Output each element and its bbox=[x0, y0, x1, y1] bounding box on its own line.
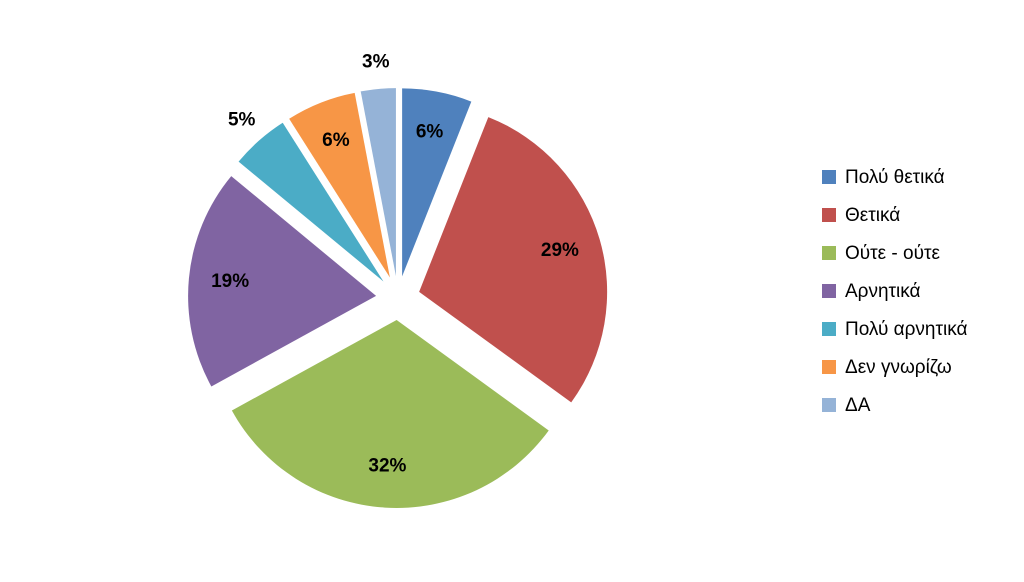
legend-swatch bbox=[822, 398, 836, 412]
legend-label: Αρνητικά bbox=[845, 281, 921, 302]
data-label: 3% bbox=[362, 52, 390, 73]
legend-label: Πολύ αρνητικά bbox=[845, 319, 967, 340]
legend-swatch bbox=[822, 208, 836, 222]
legend-swatch bbox=[822, 360, 836, 374]
legend-label: ΔΑ bbox=[845, 395, 871, 416]
data-label: 6% bbox=[322, 130, 350, 151]
legend-label: Πολύ θετικά bbox=[845, 167, 945, 188]
data-label: 19% bbox=[211, 271, 249, 292]
legend-label: Δεν γνωρίζω bbox=[845, 357, 952, 378]
pie-slice bbox=[188, 176, 377, 387]
pie-slice bbox=[238, 122, 384, 282]
data-label: 6% bbox=[416, 121, 444, 142]
legend-swatch bbox=[822, 246, 836, 260]
pie-slice bbox=[419, 117, 608, 403]
legend-swatch bbox=[822, 284, 836, 298]
legend-swatch bbox=[822, 170, 836, 184]
data-label: 32% bbox=[368, 455, 406, 476]
pie-slice bbox=[402, 88, 472, 277]
pie-slice bbox=[360, 88, 396, 277]
legend-label: Ούτε - ούτε bbox=[845, 243, 940, 264]
data-label: 5% bbox=[228, 110, 256, 131]
legend-swatch bbox=[822, 322, 836, 336]
pie-slice bbox=[231, 319, 549, 508]
data-label: 29% bbox=[541, 240, 579, 261]
legend-label: Θετικά bbox=[845, 205, 900, 226]
pie-slice bbox=[289, 92, 390, 278]
